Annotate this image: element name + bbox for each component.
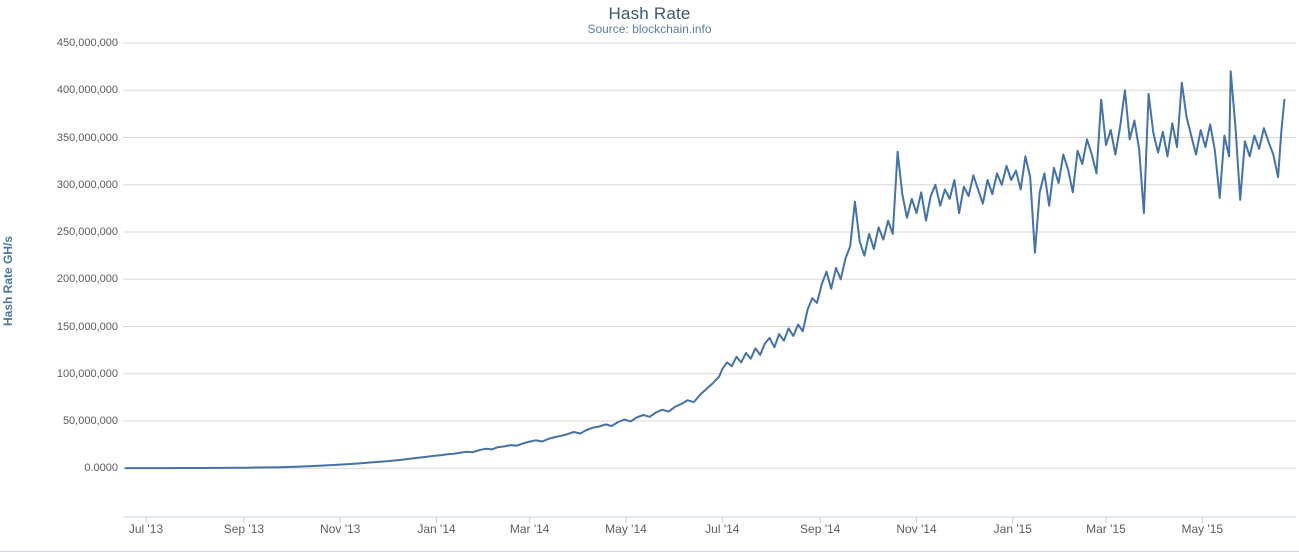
x-tick-label: Jan '14 [417, 522, 456, 536]
y-tick-label: 100,000,000 [56, 367, 118, 380]
x-tick-label: Sep '13 [223, 522, 265, 536]
x-tick-label: Mar '15 [1086, 522, 1126, 536]
x-tick-label: Mar '14 [509, 522, 550, 536]
bottom-divider [0, 551, 1299, 552]
x-tick-label: Jan '15 [993, 522, 1032, 536]
x-tick-label: Jul '13 [128, 522, 164, 536]
x-tick-label: Nov '13 [320, 522, 361, 536]
hash-rate-series-line[interactable] [124, 70, 1286, 470]
y-tick-label: 150,000,000 [56, 320, 118, 333]
x-tick-label: May '15 [1181, 522, 1224, 536]
y-tick-label: 350,000,000 [56, 131, 118, 144]
y-tick-label: 50,000,000 [62, 415, 118, 428]
y-axis-title: Hash Rate GH/s [1, 235, 15, 327]
x-tick-label: Nov '14 [896, 522, 937, 536]
y-tick-label: 0.0000 [84, 462, 118, 475]
y-tick-label: 250,000,000 [56, 226, 118, 239]
x-tick-label: Sep '14 [800, 522, 841, 536]
y-tick-label: 300,000,000 [56, 178, 118, 191]
y-tick-label: 200,000,000 [56, 273, 118, 286]
chart-subtitle[interactable]: Source: blockchain.info [587, 22, 712, 36]
x-tick-label: May '14 [605, 522, 647, 536]
y-tick-label: 400,000,000 [56, 84, 118, 97]
y-tick-label: 450,000,000 [56, 37, 118, 49]
chart-title: Hash Rate [608, 4, 691, 23]
x-tick-label: Jul '14 [705, 522, 740, 536]
